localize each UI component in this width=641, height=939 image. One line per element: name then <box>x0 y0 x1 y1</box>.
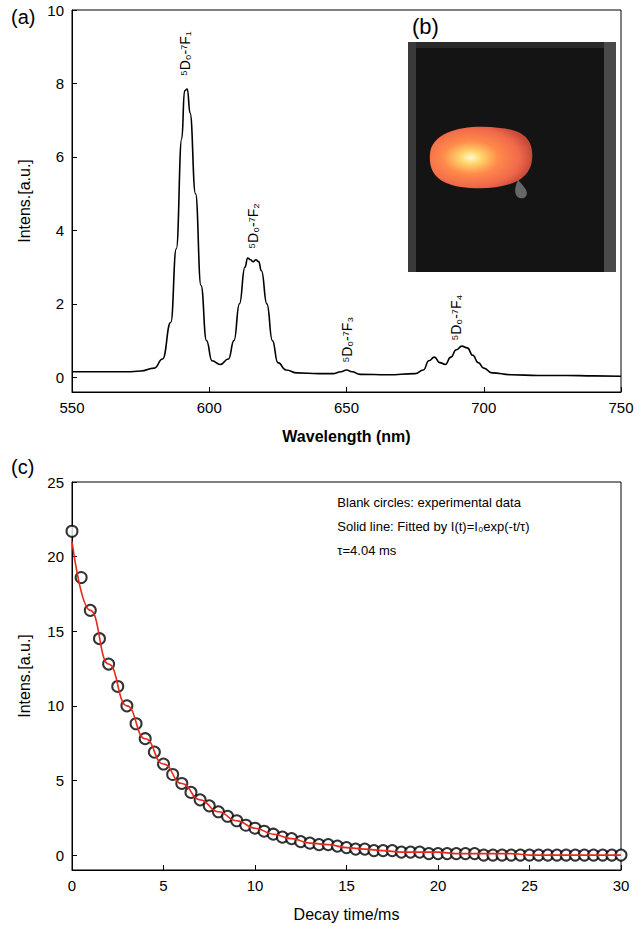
svg-text:600: 600 <box>197 399 222 416</box>
svg-text:10: 10 <box>47 697 64 714</box>
svg-text:(a): (a) <box>11 6 35 28</box>
svg-text:Wavelength (nm): Wavelength (nm) <box>282 428 410 445</box>
svg-text:25: 25 <box>47 474 64 491</box>
svg-text:(c): (c) <box>11 456 34 478</box>
svg-text:10: 10 <box>47 2 64 19</box>
svg-text:650: 650 <box>334 399 359 416</box>
svg-text:Decay time/ms: Decay time/ms <box>294 906 400 923</box>
svg-text:8: 8 <box>56 75 64 92</box>
svg-text:30: 30 <box>613 877 630 894</box>
svg-text:5: 5 <box>159 877 167 894</box>
svg-text:Intens.[a.u.]: Intens.[a.u.] <box>16 634 33 718</box>
svg-text:750: 750 <box>608 399 633 416</box>
svg-text:τ=4.04 ms: τ=4.04 ms <box>337 543 396 558</box>
svg-text:Intens.[a.u.]: Intens.[a.u.] <box>16 159 33 243</box>
svg-text:6: 6 <box>56 148 64 165</box>
svg-text:0: 0 <box>56 369 64 386</box>
svg-text:15: 15 <box>338 877 355 894</box>
svg-text:20: 20 <box>430 877 447 894</box>
svg-text:15: 15 <box>47 623 64 640</box>
svg-text:⁵D₀-⁷F₁: ⁵D₀-⁷F₁ <box>177 31 193 76</box>
svg-text:700: 700 <box>471 399 496 416</box>
svg-text:5: 5 <box>56 772 64 789</box>
svg-text:550: 550 <box>59 399 84 416</box>
svg-text:20: 20 <box>47 548 64 565</box>
svg-text:4: 4 <box>56 222 64 239</box>
svg-text:Blank circles: experimental da: Blank circles: experimental data <box>337 495 521 510</box>
svg-text:25: 25 <box>521 877 538 894</box>
svg-text:⁵D₀-⁷F₃: ⁵D₀-⁷F₃ <box>339 317 355 363</box>
svg-text:0: 0 <box>68 877 76 894</box>
svg-text:⁵D₀-⁷F₄: ⁵D₀-⁷F₄ <box>448 295 464 341</box>
svg-text:⁵D₀-⁷F₂: ⁵D₀-⁷F₂ <box>245 203 261 248</box>
svg-text:10: 10 <box>247 877 264 894</box>
svg-text:0: 0 <box>56 847 64 864</box>
svg-text:Solid line: Fitted by I(t)=I₀e: Solid line: Fitted by I(t)=I₀exp(-t/τ) <box>337 519 529 534</box>
html-text:(b): (b) <box>412 14 439 39</box>
svg-text:2: 2 <box>56 295 64 312</box>
